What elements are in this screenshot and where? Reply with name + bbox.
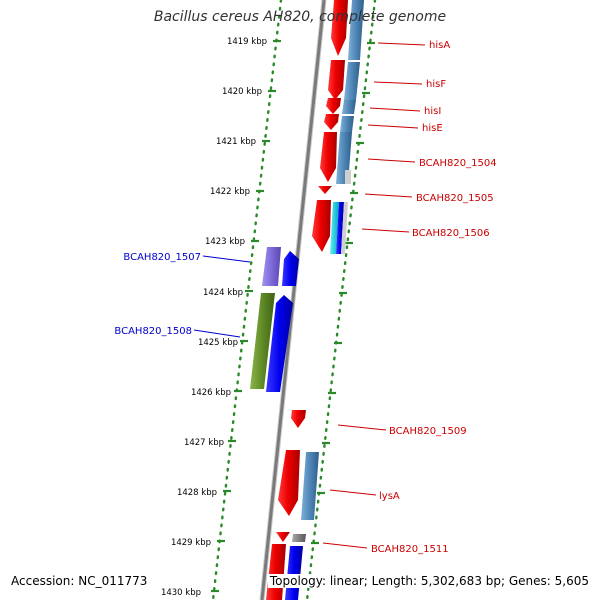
genome-summary-text: Topology: linear; Length: 5,302,683 bp; …: [267, 574, 591, 588]
ruler-ticks-right: [311, 41, 375, 545]
forward-gene-labels: hisA hisF hisI hisE BCAH820_1504 BCAH820…: [371, 40, 497, 555]
gene-BCAH820_1512-blue[interactable]: [285, 546, 303, 600]
gene-lysA[interactable]: [278, 450, 300, 516]
ruler-ticks-left: [211, 39, 281, 593]
genome-backbone: [259, 0, 327, 600]
gene-hisE[interactable]: [324, 114, 339, 130]
forward-strand-genes: [266, 0, 364, 600]
gene-BCAH820_1507[interactable]: [282, 251, 299, 286]
gene-hisE-homolog[interactable]: [340, 116, 354, 132]
gene-BCAH820_1507-violet[interactable]: [262, 247, 281, 286]
gene-hisI-homolog[interactable]: [342, 100, 356, 114]
tick-label-1426: 1426 kbp: [191, 388, 231, 398]
ruler-tick-labels: 1419 kbp 1420 kbp 1421 kbp 1422 kbp 1423…: [161, 37, 267, 598]
gene-BCAH820_1506-blue[interactable]: [336, 202, 344, 254]
gene-BCAH820_1506-gray[interactable]: [341, 202, 348, 254]
label-BCAH820_1511[interactable]: BCAH820_1511: [371, 544, 449, 555]
reverse-strand-genes: [250, 247, 299, 392]
gene-BCAH820_1504[interactable]: [320, 132, 337, 182]
tick-label-1429: 1429 kbp: [171, 538, 211, 548]
label-BCAH820_1506[interactable]: BCAH820_1506: [412, 228, 490, 239]
tick-label-1428: 1428 kbp: [177, 488, 217, 498]
gene-BCAH820_1505[interactable]: [318, 186, 332, 194]
gene-BCAH820_1511[interactable]: [276, 532, 290, 542]
tick-label-1425: 1425 kbp: [198, 338, 238, 348]
label-BCAH820_1508[interactable]: BCAH820_1508: [114, 326, 192, 337]
gene-hisA-homolog[interactable]: [348, 0, 364, 60]
gene-lysA-homolog[interactable]: [301, 452, 319, 520]
label-BCAH820_1509[interactable]: BCAH820_1509: [389, 426, 467, 437]
genome-title: Bacillus cereus AH820, complete genome: [153, 9, 447, 25]
tick-label-1422: 1422 kbp: [210, 187, 250, 197]
label-hisF[interactable]: hisF: [426, 79, 446, 90]
label-lysA[interactable]: lysA: [379, 491, 400, 502]
reverse-gene-labels: BCAH820_1507 BCAH820_1508: [114, 252, 201, 337]
gene-hisF-homolog[interactable]: [344, 62, 360, 100]
tick-label-1420: 1420 kbp: [222, 87, 262, 97]
gene-BCAH820_1504-gap: [345, 170, 351, 184]
gene-hisA[interactable]: [331, 0, 348, 56]
forward-label-leaders: [322, 42, 426, 549]
tick-label-1419: 1419 kbp: [227, 37, 267, 47]
label-BCAH820_1505[interactable]: BCAH820_1505: [416, 193, 494, 204]
gene-BCAH820_1508[interactable]: [266, 295, 293, 392]
ruler-tracks: [211, 0, 377, 600]
label-hisE[interactable]: hisE: [422, 123, 443, 134]
reverse-label-leaders: [193, 255, 251, 338]
gene-BCAH820_1508-olive[interactable]: [250, 293, 275, 389]
gene-hisI[interactable]: [326, 98, 341, 114]
label-hisA[interactable]: hisA: [429, 40, 450, 51]
gene-BCAH820_1506[interactable]: [312, 200, 331, 252]
gene-BCAH820_1509[interactable]: [291, 410, 306, 428]
gene-BCAH820_1511-gray[interactable]: [292, 534, 306, 542]
tick-label-1424: 1424 kbp: [203, 288, 243, 298]
label-hisI[interactable]: hisI: [424, 106, 441, 117]
accession-text: Accession: NC_011773: [9, 574, 150, 588]
tick-label-1421: 1421 kbp: [216, 137, 256, 147]
label-BCAH820_1504[interactable]: BCAH820_1504: [419, 158, 497, 169]
label-BCAH820_1507[interactable]: BCAH820_1507: [123, 252, 201, 263]
tick-label-1430: 1430 kbp: [161, 588, 201, 598]
tick-label-1427: 1427 kbp: [184, 438, 224, 448]
tick-label-1423: 1423 kbp: [205, 237, 245, 247]
gene-hisF[interactable]: [328, 60, 345, 100]
